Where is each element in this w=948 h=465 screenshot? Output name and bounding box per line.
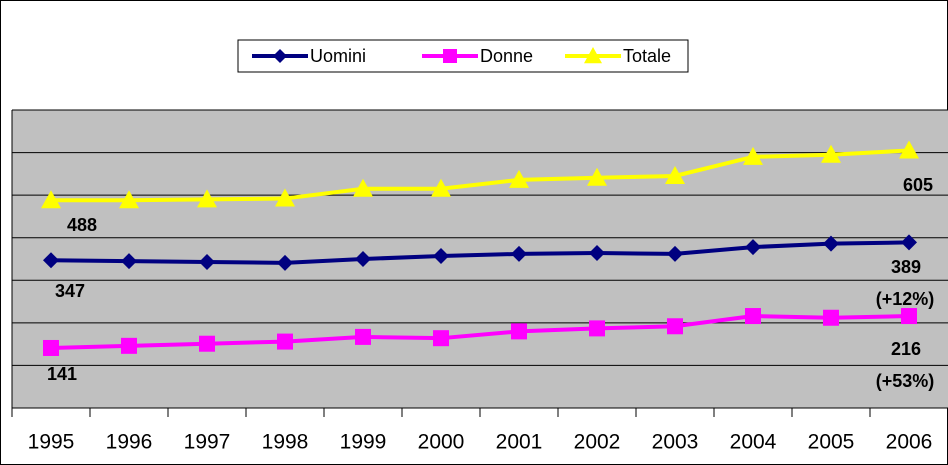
data-label: 216 [891,339,921,359]
marker [277,254,293,271]
data-label: 488 [67,215,97,235]
marker [511,245,527,262]
legend-label: Uomini [310,46,366,66]
x-tick-label: 2004 [730,431,777,454]
marker [353,178,373,197]
x-tick-label: 1998 [262,431,309,454]
marker [433,330,449,347]
marker [667,318,683,335]
marker [899,140,919,159]
marker [901,234,917,251]
marker [589,320,605,337]
x-tick-label: 1996 [106,431,153,454]
marker [119,190,139,209]
marker [431,178,451,197]
marker [433,248,449,265]
marker [745,308,761,325]
legend-label: Donne [480,46,533,66]
x-tick-label: 1995 [28,431,75,454]
x-tick-label: 2003 [652,431,699,454]
x-tick-label: 2001 [496,431,543,454]
series-line [51,148,910,203]
marker [199,253,215,270]
marker [355,328,371,345]
x-tick-label: 1999 [340,431,387,454]
marker [355,251,371,267]
marker [587,167,607,186]
marker [823,235,839,252]
data-label: (+12%) [876,289,935,309]
data-label: 141 [47,364,77,384]
x-tick-label: 1997 [184,431,231,454]
x-tick-label: 2000 [418,431,465,454]
marker [121,337,137,354]
marker [43,339,59,356]
marker [821,144,841,163]
x-tick-label: 2005 [808,431,855,454]
marker [41,190,61,209]
marker [823,309,839,326]
series-line [50,240,910,265]
marker [275,188,295,207]
marker [584,47,602,64]
marker [199,335,215,352]
data-label: 347 [55,281,85,301]
plot-area [12,110,948,408]
x-tick-label: 2002 [574,431,621,454]
marker [121,253,137,270]
marker [745,239,761,256]
marker [743,146,763,165]
data-label: 389 [891,257,921,277]
marker [901,308,917,325]
marker [509,169,529,188]
marker [197,189,217,208]
x-tick-label: 2006 [886,431,933,454]
marker [277,333,293,350]
marker [589,245,605,262]
marker [273,49,287,63]
marker [443,49,457,63]
legend-label: Totale [623,46,671,66]
data-label: (+53%) [876,371,935,391]
marker [667,245,683,262]
data-label: 605 [903,175,933,195]
marker [43,252,59,269]
series-line [50,314,910,350]
marker [511,323,527,340]
marker [665,165,685,184]
